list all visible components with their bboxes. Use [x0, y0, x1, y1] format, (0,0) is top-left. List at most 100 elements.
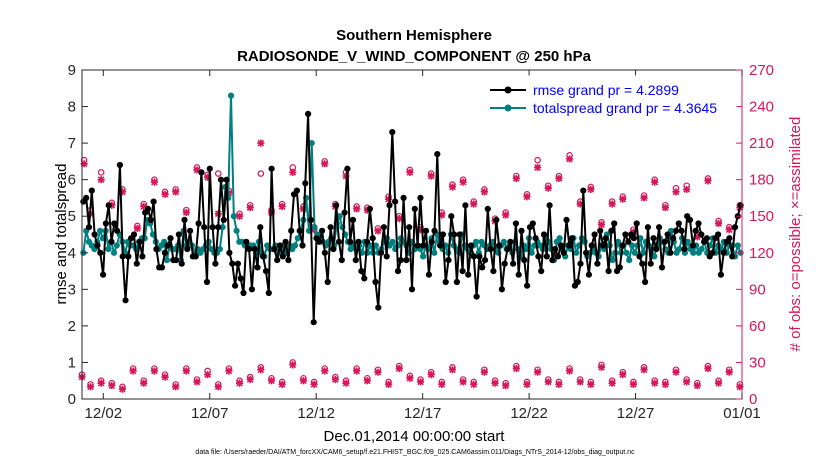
rmse-point — [341, 209, 348, 216]
rmse-point — [493, 216, 500, 223]
rmse-point — [257, 224, 264, 231]
obs-assimilated-marker — [384, 195, 393, 203]
rmse-point — [639, 260, 646, 267]
rmse-point — [226, 249, 233, 256]
rmse-point — [229, 260, 236, 267]
obs-assimilated-marker — [576, 378, 584, 386]
rmse-point — [625, 238, 632, 245]
rmse-point — [577, 260, 584, 267]
obs-assimilated-marker — [629, 380, 638, 388]
rmse-point — [420, 242, 427, 249]
rmse-point — [158, 264, 166, 271]
obs-assimilated-marker — [725, 368, 733, 376]
obs-assimilated-marker — [310, 380, 318, 388]
rmse-point — [324, 278, 331, 286]
obs-assimilated-marker — [108, 381, 116, 390]
x-tick-label: 12/17 — [404, 405, 442, 422]
totalspread-point — [389, 238, 396, 245]
rmse-point — [406, 224, 413, 231]
rmse-point — [569, 235, 576, 242]
rmse-point — [248, 286, 255, 293]
rmse-point — [133, 260, 140, 267]
rmse-point — [428, 238, 435, 245]
obs-assimilated-marker — [448, 183, 457, 191]
obs-assimilated-marker — [597, 221, 606, 229]
rmse-point — [726, 235, 733, 242]
rmse-point — [243, 238, 250, 245]
totalspread-point — [233, 227, 240, 234]
obs-assimilated-marker — [353, 205, 361, 213]
rmse-point — [698, 231, 705, 238]
obs-assimilated-marker — [651, 379, 659, 387]
rmse-point — [195, 220, 202, 227]
rmse-point — [672, 227, 680, 234]
obs-assimilated-marker — [672, 368, 680, 376]
rmse-point — [681, 246, 688, 253]
rmse-point — [414, 242, 421, 249]
totalspread-point — [311, 224, 318, 231]
rmse-point — [223, 176, 230, 183]
rmse-point — [715, 231, 722, 238]
obs-assimilated-marker — [395, 215, 403, 223]
y2-tick-label: 30 — [749, 354, 766, 371]
obs-assimilated-marker — [736, 383, 744, 391]
rmse-point — [215, 224, 222, 231]
obs-assimilated-marker — [86, 383, 95, 391]
obs-assimilated-marker — [161, 190, 169, 198]
obs-assimilated-marker — [342, 379, 350, 387]
rmse-point — [408, 286, 416, 293]
rmse-point — [630, 235, 638, 242]
rmse-point — [147, 216, 154, 223]
rmse-point — [720, 249, 727, 256]
rmse-point — [344, 165, 351, 172]
rmse-point — [114, 227, 121, 234]
rmse-point — [282, 238, 289, 245]
rmse-point — [302, 180, 309, 187]
totalspread-point — [219, 224, 226, 231]
obs-assimilated-marker — [534, 163, 542, 172]
rmse-point — [453, 278, 460, 286]
rmse-point — [394, 268, 402, 275]
y-tick-label: 4 — [68, 245, 76, 262]
obs-assimilated-marker — [182, 367, 190, 375]
rmse-point — [316, 238, 323, 245]
totalspread-point — [110, 249, 118, 256]
rmse-point — [85, 224, 93, 231]
obs-assimilated-marker — [640, 366, 648, 374]
obs-assimilated-marker — [278, 202, 286, 211]
rmse-point — [240, 289, 247, 297]
obs-assimilated-marker — [172, 383, 180, 391]
x-axis-label: Dec.01,2014 00:00:00 start — [324, 428, 506, 445]
obs-assimilated-marker — [289, 361, 297, 369]
rmse-point — [599, 242, 607, 249]
totalspread-point — [230, 213, 237, 220]
rmse-point — [490, 268, 497, 275]
rmse-point — [122, 297, 129, 304]
y-tick-label: 9 — [68, 62, 76, 79]
y2-tick-label: 180 — [749, 172, 774, 189]
obs-assimilated-marker — [448, 366, 457, 374]
rmse-point — [689, 242, 697, 249]
rmse-point — [102, 220, 109, 227]
obs-assimilated-marker — [470, 380, 478, 388]
totalspread-point — [163, 257, 170, 264]
rmse-point — [321, 249, 328, 256]
rmse-point — [178, 260, 185, 267]
obs-assimilated-marker — [544, 184, 552, 192]
rmse-point — [173, 257, 180, 264]
rmse-point — [647, 260, 654, 267]
rmse-point — [515, 271, 522, 278]
obs-assimilated-marker — [395, 364, 403, 373]
obs-assimilated-marker — [257, 366, 265, 374]
obs-assimilated-marker — [459, 378, 467, 386]
axes: 0123456789030609012015018021024027012/02… — [68, 62, 774, 422]
rmse-point — [369, 235, 376, 242]
rmse-point — [97, 249, 104, 256]
rmse-point — [540, 231, 548, 238]
obs-possible-marker — [214, 170, 222, 177]
rmse-point — [389, 129, 396, 136]
y2-tick-label: 240 — [749, 99, 774, 116]
obs-possible-marker — [257, 170, 265, 177]
rmse-point — [509, 260, 517, 267]
obs-possible-marker — [97, 169, 105, 176]
